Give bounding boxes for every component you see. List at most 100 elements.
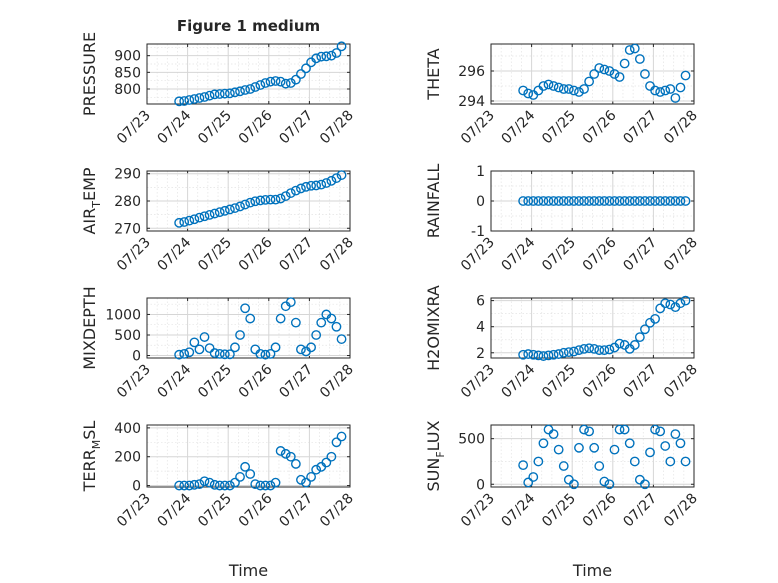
axes-h2omixra: 07/23 07/24 07/25 07/26 07/27 07/28 2 4 6 H2OMIXR… bbox=[424, 285, 701, 401]
data-point bbox=[235, 330, 245, 340]
data-point bbox=[189, 94, 200, 104]
data-point bbox=[230, 477, 240, 488]
data-point bbox=[224, 349, 235, 360]
data-point bbox=[224, 204, 235, 215]
series-h2omixra bbox=[518, 295, 691, 361]
data-point bbox=[331, 437, 342, 448]
data-point bbox=[538, 196, 549, 206]
data-point bbox=[209, 208, 220, 219]
x-tick-label: 07/23 bbox=[114, 235, 154, 275]
data-point bbox=[660, 441, 671, 451]
data-point bbox=[584, 426, 595, 437]
x-tick-label: 07/28 bbox=[317, 362, 357, 402]
data-point bbox=[670, 429, 681, 440]
data-point bbox=[574, 345, 584, 356]
data-point bbox=[665, 299, 676, 310]
y-tick-label: 270 bbox=[114, 221, 141, 237]
data-point bbox=[306, 180, 316, 191]
x-tick-label: 07/24 bbox=[499, 361, 539, 401]
x-tick-label: 07/25 bbox=[195, 108, 235, 148]
data-point bbox=[179, 480, 190, 491]
data-point bbox=[665, 456, 676, 467]
x-tick-label: 07/23 bbox=[114, 491, 154, 531]
data-point bbox=[336, 41, 347, 52]
data-point bbox=[553, 444, 564, 455]
data-point bbox=[624, 196, 635, 206]
data-point bbox=[645, 196, 655, 206]
data-point bbox=[301, 181, 311, 192]
data-point bbox=[680, 456, 691, 467]
y-axis-label: SUNFLUX bbox=[424, 420, 447, 491]
y-tick-label: 1 bbox=[476, 164, 485, 180]
data-point bbox=[558, 196, 569, 206]
data-point bbox=[250, 479, 261, 490]
data-point bbox=[518, 85, 529, 96]
data-point bbox=[619, 424, 630, 435]
y-tick-label: 6 bbox=[476, 294, 485, 310]
data-point bbox=[568, 479, 579, 490]
y-tick-label: 280 bbox=[114, 194, 141, 210]
data-point bbox=[311, 330, 322, 340]
data-point bbox=[174, 96, 185, 107]
data-point bbox=[260, 349, 271, 360]
data-point bbox=[518, 196, 529, 206]
data-point bbox=[174, 217, 185, 228]
data-point bbox=[255, 348, 266, 359]
data-point bbox=[594, 461, 605, 471]
y-tick-label: 0 bbox=[132, 479, 141, 495]
data-point bbox=[634, 332, 645, 343]
y-tick-label: 500 bbox=[114, 328, 141, 344]
data-point bbox=[650, 313, 660, 324]
data-point bbox=[245, 84, 256, 94]
data-point bbox=[599, 345, 610, 356]
data-point bbox=[609, 69, 620, 79]
data-point bbox=[301, 477, 311, 488]
axes-rainfall: 07/23 07/24 07/25 07/26 07/27 07/28 -1 0 1 RAINFA… bbox=[424, 164, 701, 275]
data-point bbox=[675, 298, 686, 309]
y-axis-label: AIRTEMP bbox=[80, 167, 103, 234]
data-point bbox=[326, 175, 337, 186]
data-point bbox=[321, 457, 332, 468]
data-point bbox=[563, 84, 574, 94]
data-point bbox=[533, 196, 544, 206]
data-point bbox=[629, 340, 640, 350]
data-point bbox=[285, 297, 296, 308]
series-sun-flux bbox=[518, 424, 691, 490]
x-tick-label: 07/26 bbox=[236, 490, 276, 530]
axes-frame bbox=[490, 43, 695, 105]
data-point bbox=[670, 196, 681, 206]
data-point bbox=[275, 446, 286, 456]
x-tick-label: 07/28 bbox=[317, 108, 357, 148]
chart-title: Figure 1 medium bbox=[177, 17, 320, 35]
y-axis-label: PRESSURE bbox=[80, 32, 99, 116]
x-axis-label: Time bbox=[228, 561, 268, 580]
x-tick-label: 07/27 bbox=[620, 491, 660, 531]
data-point bbox=[194, 212, 205, 223]
x-tick-label: 07/24 bbox=[499, 107, 539, 147]
data-point bbox=[655, 196, 666, 206]
x-tick-label: 07/23 bbox=[458, 108, 498, 148]
data-point bbox=[199, 211, 210, 222]
data-point bbox=[326, 50, 337, 61]
data-point bbox=[214, 89, 225, 99]
data-point bbox=[528, 472, 539, 482]
data-point bbox=[584, 196, 595, 206]
data-point bbox=[214, 207, 225, 218]
data-point bbox=[240, 461, 251, 472]
data-point bbox=[629, 456, 640, 467]
data-point bbox=[594, 63, 605, 73]
data-point bbox=[209, 348, 220, 358]
data-point bbox=[528, 349, 539, 360]
plot-area bbox=[147, 425, 350, 487]
data-point bbox=[296, 344, 306, 355]
data-point bbox=[184, 215, 195, 226]
data-point bbox=[230, 87, 240, 98]
data-point bbox=[230, 203, 240, 213]
series-air-temp bbox=[174, 170, 347, 228]
data-point bbox=[265, 194, 276, 205]
data-point bbox=[548, 429, 559, 440]
x-tick-label: 07/27 bbox=[620, 362, 660, 402]
data-point bbox=[336, 334, 347, 344]
axes-mixdepth: 07/23 07/24 07/25 07/26 07/27 07/28 0 500 1000 MI… bbox=[80, 286, 357, 401]
x-tick-label: 07/24 bbox=[499, 234, 539, 274]
